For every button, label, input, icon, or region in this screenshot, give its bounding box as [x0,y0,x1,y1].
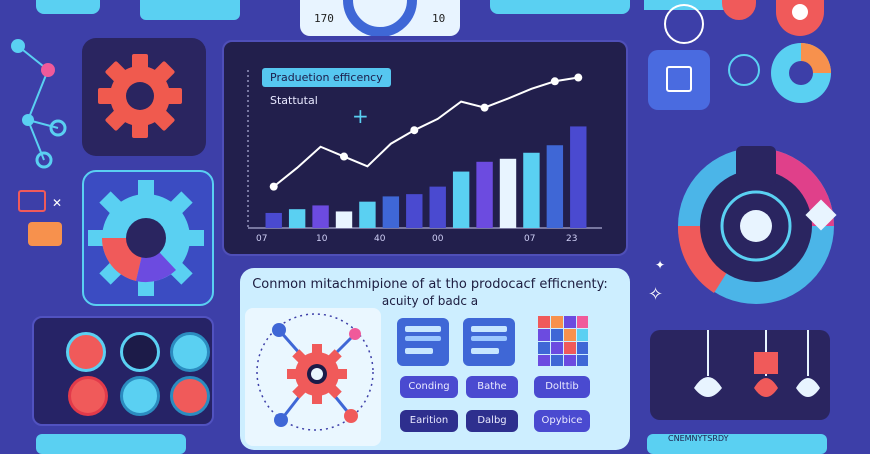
metric-card[interactable] [463,318,515,366]
bar [429,186,446,228]
button-earition[interactable]: Earition [400,410,458,432]
button-dolttib[interactable]: Dolttib [534,376,590,398]
bar [570,126,587,228]
chart-subtitle: Stattutal [270,94,318,107]
info-headline-line2: acuity of badc a [381,294,479,308]
bar [265,212,282,228]
leaf-button[interactable] [170,332,210,372]
chart-icon-tile[interactable] [648,50,710,110]
button-dalbg[interactable]: Dalbg [466,410,518,432]
bar [406,194,423,228]
gear-network-icon [256,313,374,431]
bottom-right-bar [647,434,827,454]
gear-icon [98,54,182,138]
bar [312,205,329,228]
x-tick: 23 [566,234,578,244]
gauge-icon [343,0,417,37]
top-tick-right: 10 [432,12,446,25]
bar-chart [247,70,602,229]
settings-tile[interactable] [82,38,206,156]
top-bar-1 [140,0,240,20]
bar [288,209,306,228]
lamp-icons [694,330,820,397]
plus-icon: ✕ [52,196,63,210]
info-headline-line1: Conmon mitachmipione of at tho prodocacf… [252,277,608,292]
bar [452,171,470,228]
lock-icon[interactable] [728,54,760,86]
top-gauge-panel [300,0,460,37]
trend-point [269,182,278,191]
lamp-panel [650,330,830,420]
x-tick: 10 [316,234,328,244]
crown-button[interactable] [120,332,160,372]
chart-title: Praduetion efficency [262,68,391,87]
bar [335,211,353,228]
pie-chart-icon [771,43,831,103]
bottom-left-bar [36,434,186,454]
target-button[interactable] [170,376,210,416]
bar [382,196,400,228]
x-tick: 00 [432,234,444,244]
battery-icon [28,222,62,246]
pie-gear-tile[interactable] [82,170,214,306]
footer-label: CNEMNYTSRDY [668,434,729,443]
info-headline: Conmon mitachmipione of at tho prodocacf… [244,276,616,310]
bar [476,161,493,228]
trend-point [480,103,489,112]
trend-point [550,77,559,86]
trend-point [410,126,419,135]
metric-card[interactable] [397,318,449,366]
ring-gauge-icon [677,146,837,304]
bar [523,152,540,228]
pie-gear-icon [88,180,204,296]
refresh-icon[interactable] [664,4,704,44]
x-tick: 07 [524,234,536,244]
sparkle-icon: ✧ [648,284,664,305]
brain-button[interactable] [68,376,108,416]
process-diagram [245,308,381,446]
bar [546,145,564,228]
network-graph-icon [11,39,67,169]
record-button[interactable] [66,332,106,372]
button-conding[interactable]: Conding [400,376,458,398]
control-panel [32,316,214,426]
target-icon [776,0,824,36]
sparkle-icon: ✦ [655,258,666,272]
trend-point [574,73,583,82]
button-bathe[interactable]: Bathe [466,376,518,398]
window-icon [18,190,46,212]
bar [359,201,376,228]
plus-icon: + [352,104,369,128]
top-left-bar [36,0,100,14]
alert-icon [722,0,756,20]
trend-line [273,76,579,188]
cycle-button[interactable] [120,376,160,416]
top-bar-2 [490,0,630,14]
trend-point [340,152,348,161]
heatmap-grid-icon [538,316,588,366]
top-tick-left: 170 [314,12,334,25]
x-tick: 07 [256,234,268,244]
button-opybice[interactable]: Opybice [534,410,590,432]
bar [499,158,517,228]
x-tick: 40 [374,234,386,244]
